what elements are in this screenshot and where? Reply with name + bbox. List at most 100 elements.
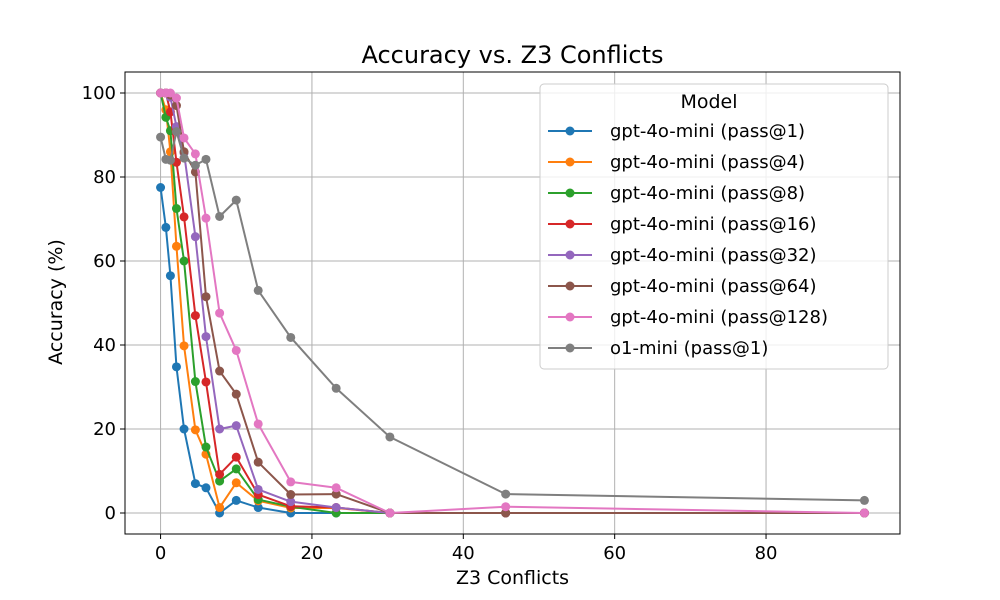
data-point (215, 476, 225, 486)
legend-label: gpt-4o-mini (pass@128) (610, 307, 828, 328)
data-point (190, 232, 200, 242)
data-point (190, 311, 200, 321)
axis-ticks: 0 20 40 60 80 0 20 40 60 80 100 (82, 83, 778, 564)
data-point (156, 183, 166, 192)
data-point (179, 133, 189, 143)
legend-label: o1-mini (pass@1) (610, 338, 768, 359)
data-point (231, 464, 241, 474)
y-tick-label: 60 (93, 251, 116, 272)
data-point (286, 332, 296, 342)
data-point (179, 341, 189, 351)
legend-item: gpt-4o-mini (pass@1) (548, 121, 805, 142)
data-point (171, 93, 181, 103)
data-point (253, 503, 263, 513)
legend-marker (565, 157, 575, 167)
data-point (253, 457, 263, 467)
legend-item: o1-mini (pass@1) (548, 338, 768, 359)
data-point (231, 345, 241, 355)
data-point (179, 212, 189, 222)
data-point (190, 377, 200, 387)
y-tick-label: 100 (82, 83, 116, 104)
series-7 (156, 88, 869, 518)
legend-marker (565, 312, 575, 322)
data-point (231, 389, 241, 399)
data-point (331, 483, 341, 493)
data-point (171, 241, 181, 251)
legend-item: gpt-4o-mini (pass@128) (548, 307, 828, 328)
data-point (215, 211, 225, 221)
data-point (215, 308, 225, 318)
y-tick-label: 80 (93, 167, 116, 188)
data-point (201, 377, 211, 387)
data-point (201, 332, 211, 342)
legend-item: gpt-4o-mini (pass@8) (548, 183, 805, 204)
data-point (253, 285, 263, 295)
legend-label: gpt-4o-mini (pass@16) (610, 214, 817, 235)
data-point (231, 452, 241, 462)
data-point (286, 477, 296, 487)
x-tick-label: 80 (755, 543, 778, 564)
data-point (859, 495, 869, 505)
data-point (286, 497, 296, 507)
x-axis-label: Z3 Conflicts (456, 567, 569, 589)
legend-marker (565, 250, 575, 260)
data-point (190, 160, 200, 170)
data-point (231, 421, 241, 431)
data-point (501, 508, 511, 518)
series-8 (156, 127, 869, 505)
data-point (215, 503, 225, 513)
data-point (231, 478, 241, 488)
legend-title: Model (680, 91, 737, 113)
legend-item: gpt-4o-mini (pass@4) (548, 152, 805, 173)
y-tick-label: 20 (93, 419, 116, 440)
data-point (331, 489, 341, 499)
data-point (171, 127, 181, 137)
data-point (201, 213, 211, 223)
data-point (179, 424, 189, 434)
data-point (231, 195, 241, 205)
y-tick-label: 40 (93, 335, 116, 356)
data-point (253, 419, 263, 429)
data-point (501, 502, 511, 512)
data-point (171, 204, 181, 213)
legend-box (539, 83, 889, 370)
data-point (161, 222, 171, 232)
data-point (331, 383, 341, 393)
data-point (331, 503, 341, 513)
data-point (171, 362, 181, 372)
series-layer (156, 88, 869, 518)
data-point (190, 425, 200, 435)
data-point (190, 479, 200, 489)
legend-marker (565, 126, 575, 136)
legend-label: gpt-4o-mini (pass@32) (610, 245, 817, 266)
data-point (201, 483, 211, 493)
x-tick-label: 40 (452, 543, 475, 564)
legend-item: gpt-4o-mini (pass@32) (548, 245, 817, 266)
legend-marker (565, 343, 575, 353)
data-point (215, 469, 225, 479)
data-point (385, 432, 395, 442)
chart-title: Accuracy vs. Z3 Conflicts (361, 41, 663, 69)
data-point (201, 292, 211, 302)
data-point (201, 154, 211, 164)
legend-label: gpt-4o-mini (pass@1) (610, 121, 805, 142)
data-point (179, 256, 189, 266)
y-axis-label: Accuracy (%) (45, 239, 67, 365)
data-point (859, 508, 869, 518)
legend-label: gpt-4o-mini (pass@4) (610, 152, 805, 173)
data-point (201, 442, 211, 452)
data-point (190, 149, 200, 159)
legend-item: gpt-4o-mini (pass@16) (548, 214, 817, 235)
legend-marker (565, 188, 575, 198)
data-point (215, 424, 225, 434)
data-point (385, 508, 395, 518)
data-point (165, 155, 175, 165)
y-tick-label: 0 (105, 503, 116, 524)
data-point (253, 484, 263, 494)
data-point (165, 271, 175, 281)
data-point (156, 132, 166, 142)
data-point (286, 490, 296, 500)
x-tick-label: 60 (603, 543, 626, 564)
legend-label: gpt-4o-mini (pass@8) (610, 183, 805, 204)
